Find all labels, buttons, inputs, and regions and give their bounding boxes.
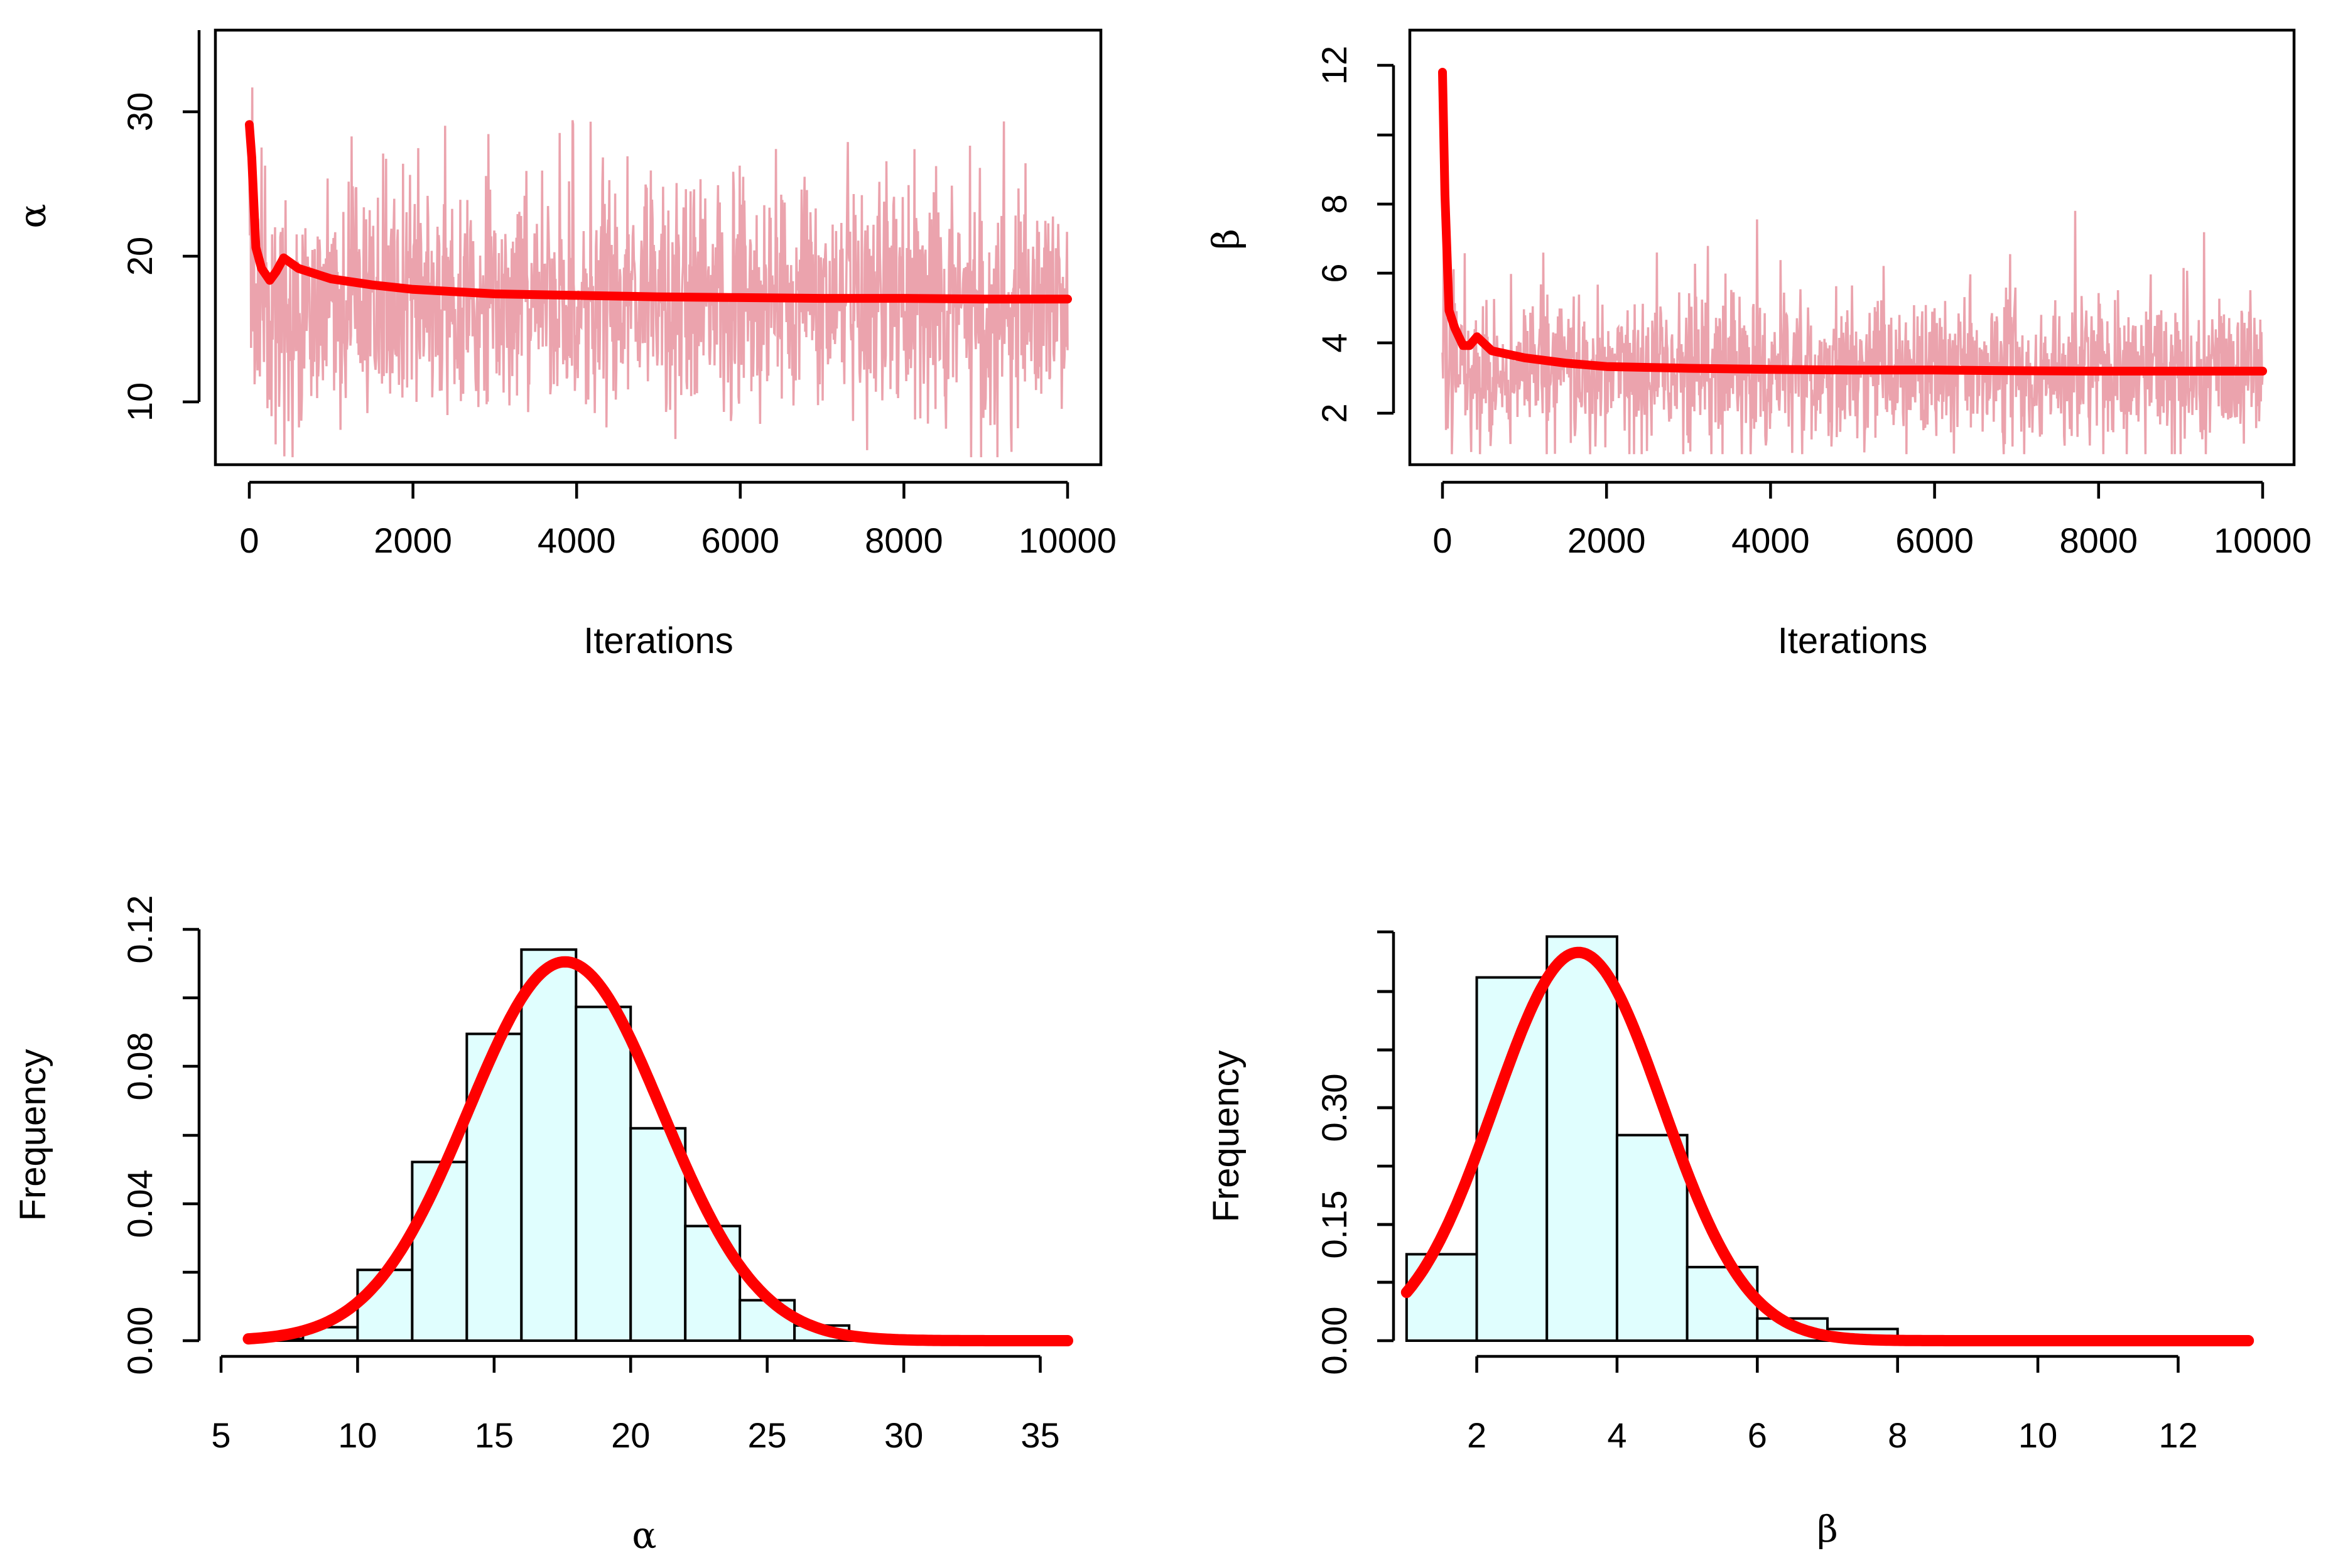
x-tick-label: 8 xyxy=(1888,1415,1907,1455)
y-tick-label: 0.00 xyxy=(1314,1307,1354,1375)
x-tick-label: 6000 xyxy=(1895,521,1974,560)
x-tick-label: 30 xyxy=(884,1415,923,1455)
x-tick-label: 8000 xyxy=(2060,521,2138,560)
x-tick-label: 4 xyxy=(1607,1415,1626,1455)
histogram-bar xyxy=(684,1225,742,1342)
x-axis: 0 2000 4000 6000 8000 10000 xyxy=(1432,480,2312,560)
density-curve xyxy=(242,956,1073,1346)
histogram-bar xyxy=(520,948,578,1342)
x-tick-label: 5 xyxy=(211,1415,230,1455)
x-tick-label: 2000 xyxy=(374,521,452,560)
x-tick-label: 6 xyxy=(1748,1415,1767,1455)
x-tick-label: 0 xyxy=(239,521,259,560)
y-axis-title: β xyxy=(1204,229,1247,250)
x-axis: 2 4 6 8 10 12 xyxy=(1467,1354,2198,1455)
x-tick-label: 35 xyxy=(1020,1415,1059,1455)
x-tick-label: 10000 xyxy=(1019,521,1117,560)
y-tick-label: 6 xyxy=(1314,263,1354,283)
x-axis-title: Iterations xyxy=(1778,620,1928,661)
y-tick-label: 8 xyxy=(1314,194,1354,214)
running-mean-line xyxy=(245,120,1072,304)
x-axis: 0 2000 4000 6000 8000 10000 xyxy=(239,480,1117,560)
x-axis: 5 10 15 20 25 30 35 xyxy=(211,1354,1060,1455)
plot-frame xyxy=(214,28,1103,467)
x-tick-label: 2000 xyxy=(1567,521,1646,560)
x-tick-label: 4000 xyxy=(1731,521,1810,560)
y-axis: 10 20 30 xyxy=(120,30,201,421)
histogram-bar xyxy=(629,1127,687,1343)
x-axis-title: β xyxy=(1817,1508,1838,1550)
y-tick-label: 30 xyxy=(120,92,160,131)
histogram-bar xyxy=(1545,935,1618,1342)
y-tick-label: 0.08 xyxy=(120,1032,160,1101)
histogram-bar xyxy=(1405,1253,1478,1342)
x-tick-label: 10 xyxy=(2018,1415,2057,1455)
y-tick-label: 0.04 xyxy=(120,1170,160,1238)
x-tick-label: 25 xyxy=(748,1415,787,1455)
x-tick-label: 10 xyxy=(338,1415,377,1455)
y-tick-label: 20 xyxy=(120,237,160,276)
y-tick-label: 0.30 xyxy=(1314,1074,1354,1142)
y-axis: 2 4 6 8 12 xyxy=(1314,46,1395,423)
x-tick-label: 6000 xyxy=(701,521,780,560)
y-tick-label: 0.12 xyxy=(120,895,160,964)
y-tick-label: 0.15 xyxy=(1314,1191,1354,1259)
y-axis-title: Frequency xyxy=(1206,1050,1247,1222)
x-tick-label: 12 xyxy=(2158,1415,2197,1455)
trace-line xyxy=(1441,210,2264,455)
plot-frame xyxy=(1408,28,2296,467)
histogram-bar xyxy=(1686,1265,1759,1342)
y-tick-label: 10 xyxy=(120,382,160,421)
histogram-bar xyxy=(1615,1133,1689,1342)
x-tick-label: 4000 xyxy=(538,521,616,560)
running-mean-line xyxy=(1438,68,2267,376)
x-tick-label: 15 xyxy=(475,1415,514,1455)
x-tick-label: 8000 xyxy=(865,521,943,560)
trace-plot-alpha: 0 2000 4000 6000 8000 10000 Iterations 10 20 30 α xyxy=(11,28,1117,661)
histogram-bar xyxy=(575,1005,632,1343)
histogram-bar xyxy=(465,1032,523,1343)
x-tick-label: 10000 xyxy=(2214,521,2312,560)
density-curve xyxy=(1400,946,2254,1346)
y-tick-label: 4 xyxy=(1314,333,1354,352)
x-tick-label: 2 xyxy=(1467,1415,1486,1455)
y-tick-label: 2 xyxy=(1314,403,1354,423)
histogram-bar xyxy=(1475,976,1549,1343)
trace-line xyxy=(248,87,1069,458)
histogram-alpha: 5 10 15 20 25 30 35 α 0.00 0.04 0.08 0.12 Frequency xyxy=(13,895,1073,1557)
y-axis-title: α xyxy=(11,203,54,228)
x-axis-title: α xyxy=(632,1514,656,1557)
x-axis-title: Iterations xyxy=(583,620,733,661)
y-axis: 0.00 0.15 0.30 xyxy=(1314,930,1395,1375)
y-tick-label: 12 xyxy=(1314,46,1354,85)
x-tick-label: 0 xyxy=(1432,521,1452,560)
y-tick-label: 0.00 xyxy=(120,1307,160,1375)
y-axis-title: Frequency xyxy=(13,1049,53,1221)
trace-plot-beta: 0 2000 4000 6000 8000 10000 Iterations 2 4 6 8 12 β xyxy=(1204,28,2312,661)
histogram-beta: 2 4 6 8 10 12 β 0.00 0.15 0.30 Frequency xyxy=(1206,930,2254,1550)
x-tick-label: 20 xyxy=(611,1415,650,1455)
